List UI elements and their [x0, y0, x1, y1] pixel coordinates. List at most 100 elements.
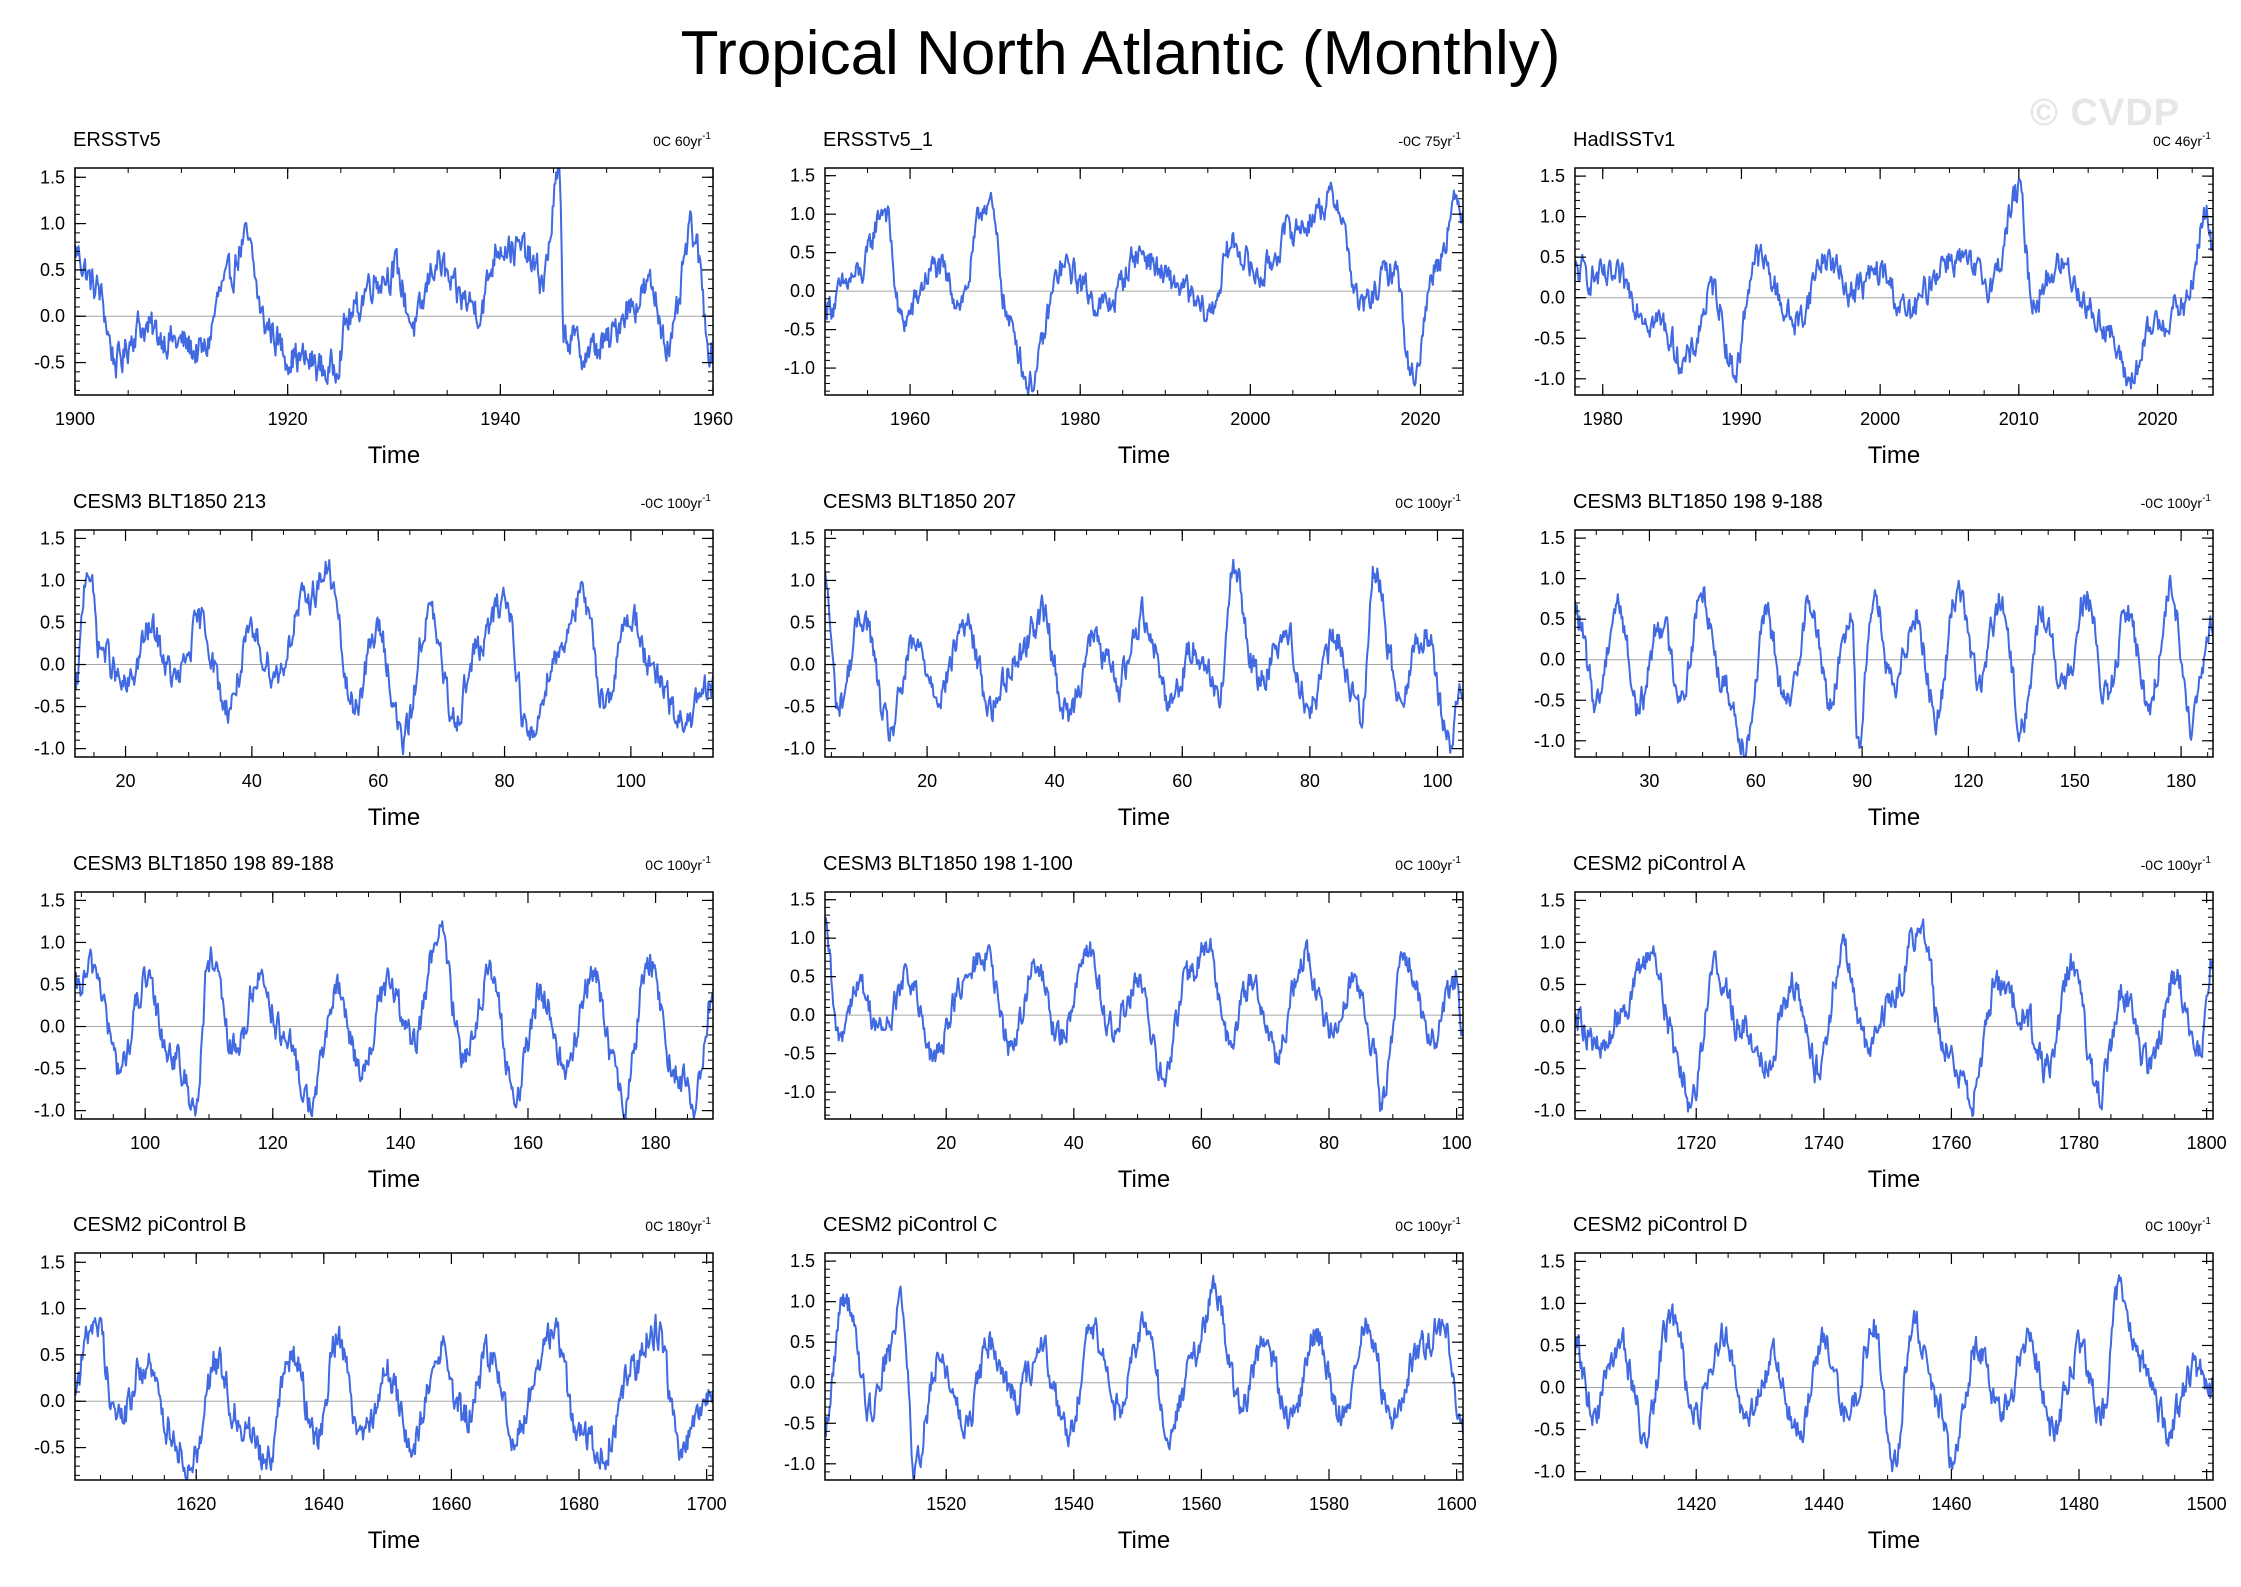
x-axis-label: Time: [368, 1527, 420, 1554]
trend-value: 0C 100yr: [2145, 1218, 2202, 1234]
y-tick-label: 0.5: [40, 974, 65, 994]
watermark: © CVDP: [2030, 92, 2181, 134]
trend-value: 0C 46yr: [2153, 133, 2202, 149]
y-tick-label: 1.5: [40, 167, 65, 187]
y-tick-label: -0.5: [34, 1438, 65, 1458]
y-tick-label: 0.0: [1540, 288, 1565, 308]
y-tick-label: -0.5: [1534, 690, 1565, 710]
y-tick-label: 0.5: [790, 612, 815, 632]
panel-6: CESM3 BLT1850 198 9-188 -0C 100yr-1 -1.0 -0…: [1534, 491, 2214, 831]
plot-frame: [74, 891, 714, 1120]
y-tick-label: 0.0: [1540, 650, 1565, 670]
y-tick-label: -1.0: [1534, 731, 1565, 751]
x-tick-label: 1580: [1309, 1494, 1349, 1514]
x-axis-label: Time: [1868, 1527, 1920, 1554]
y-tick-label: 0.0: [40, 655, 65, 675]
panel-title: CESM2 piControl B: [73, 1214, 246, 1236]
y-tick-label: 1.0: [40, 214, 65, 234]
y-tick-label: -1.0: [784, 1082, 815, 1102]
y-tick-label: 1.0: [40, 570, 65, 590]
y-tick-label: 0.0: [790, 1373, 815, 1393]
trend-exponent: -1: [2202, 493, 2211, 504]
x-tick-label: 1500: [2187, 1494, 2227, 1514]
panel-title: CESM2 piControl A: [1573, 853, 1746, 875]
x-tick-label: 1800: [2187, 1133, 2227, 1153]
y-tick-label: -1.0: [1534, 1101, 1565, 1121]
x-tick-label: 60: [1191, 1133, 1211, 1153]
trend-exponent: -1: [702, 493, 711, 504]
trend-exponent: -1: [702, 1216, 711, 1227]
x-tick-label: 150: [2060, 771, 2090, 791]
y-tick-label: 1.5: [40, 1252, 65, 1272]
x-tick-label: 1600: [1437, 1494, 1477, 1514]
main-title: Tropical North Atlantic (Monthly): [680, 19, 1561, 88]
trend-exponent: -1: [1452, 855, 1461, 866]
series-line: [75, 168, 713, 385]
plot-frame: [1574, 167, 2214, 396]
y-tick-label: 0.5: [1540, 609, 1565, 629]
x-tick-label: 30: [1639, 771, 1659, 791]
series-line: [75, 920, 713, 1119]
x-tick-label: 80: [1319, 1133, 1339, 1153]
y-tick-label: 1.5: [790, 890, 815, 910]
series-line: [1575, 574, 2213, 757]
x-axis-label: Time: [1118, 1527, 1170, 1554]
panel-title: CESM2 piControl C: [823, 1214, 998, 1236]
x-tick-label: 20: [116, 771, 136, 791]
trend-label: 0C 46yr-1: [2153, 131, 2211, 149]
series-line: [1575, 918, 2213, 1118]
series-line: [75, 1313, 713, 1480]
panel-7: CESM3 BLT1850 198 89-188 0C 100yr-1 -1.0 -0…: [34, 853, 714, 1193]
x-tick-label: 120: [1953, 771, 1983, 791]
x-axis-label: Time: [1118, 804, 1170, 831]
panel-title: HadISSTv1: [1573, 129, 1675, 151]
trend-exponent: -1: [702, 855, 711, 866]
x-tick-label: 1740: [1804, 1133, 1844, 1153]
x-axis-label: Time: [368, 442, 420, 469]
panel-title: CESM3 BLT1850 213: [73, 491, 266, 513]
trend-exponent: -1: [2202, 855, 2211, 866]
x-tick-label: 1990: [1721, 409, 1761, 429]
trend-label: 0C 100yr-1: [645, 855, 711, 873]
trend-value: -0C 100yr: [2141, 495, 2203, 511]
y-tick-label: -1.0: [784, 739, 815, 759]
y-tick-label: 0.5: [40, 260, 65, 280]
series-line: [825, 181, 1463, 395]
plot-frame: [824, 529, 1464, 758]
panel-1: ERSSTv5 0C 60yr-1 -0.5 0.0 0.5 1.0 1.5 1900 1920…: [34, 129, 733, 469]
x-tick-label: 1420: [1676, 1494, 1716, 1514]
x-tick-label: 1760: [1931, 1133, 1971, 1153]
x-tick-label: 90: [1852, 771, 1872, 791]
plot-frame: [824, 167, 1464, 396]
trend-exponent: -1: [702, 131, 711, 142]
y-tick-label: 1.5: [1540, 528, 1565, 548]
y-tick-label: 1.5: [790, 528, 815, 548]
plot-frame: [74, 1252, 714, 1481]
y-tick-label: 0.5: [1540, 1335, 1565, 1355]
y-tick-label: 1.5: [40, 528, 65, 548]
trend-label: 0C 100yr-1: [2145, 1216, 2211, 1234]
plot-frame: [1574, 529, 2214, 758]
panel-9: CESM2 piControl A -0C 100yr-1 -1.0 -0.5 0.0 0…: [1534, 853, 2227, 1193]
y-tick-label: 1.0: [1540, 1293, 1565, 1313]
plot-frame: [1574, 1252, 2214, 1481]
trend-exponent: -1: [2202, 1216, 2211, 1227]
x-tick-label: 1440: [1804, 1494, 1844, 1514]
trend-exponent: -1: [1452, 131, 1461, 142]
y-tick-label: 1.5: [790, 1251, 815, 1271]
x-axis-label: Time: [1118, 442, 1170, 469]
y-tick-label: -0.5: [784, 320, 815, 340]
panel-2: ERSSTv5_1 -0C 75yr-1 -1.0 -0.5 0.0 0.5 1.0 1.5 1…: [784, 129, 1464, 469]
series-line: [825, 917, 1463, 1112]
y-tick-label: 1.5: [40, 890, 65, 910]
y-tick-label: 1.5: [1540, 890, 1565, 910]
y-tick-label: -0.5: [784, 1413, 815, 1433]
x-axis-label: Time: [1118, 1166, 1170, 1193]
x-tick-label: 1680: [559, 1494, 599, 1514]
series-line: [825, 558, 1463, 754]
panel-title: CESM3 BLT1850 198 89-188: [73, 853, 334, 875]
x-tick-label: 40: [1064, 1133, 1084, 1153]
x-tick-label: 100: [130, 1133, 160, 1153]
y-tick-label: -1.0: [1534, 1462, 1565, 1482]
x-tick-label: 40: [1045, 771, 1065, 791]
